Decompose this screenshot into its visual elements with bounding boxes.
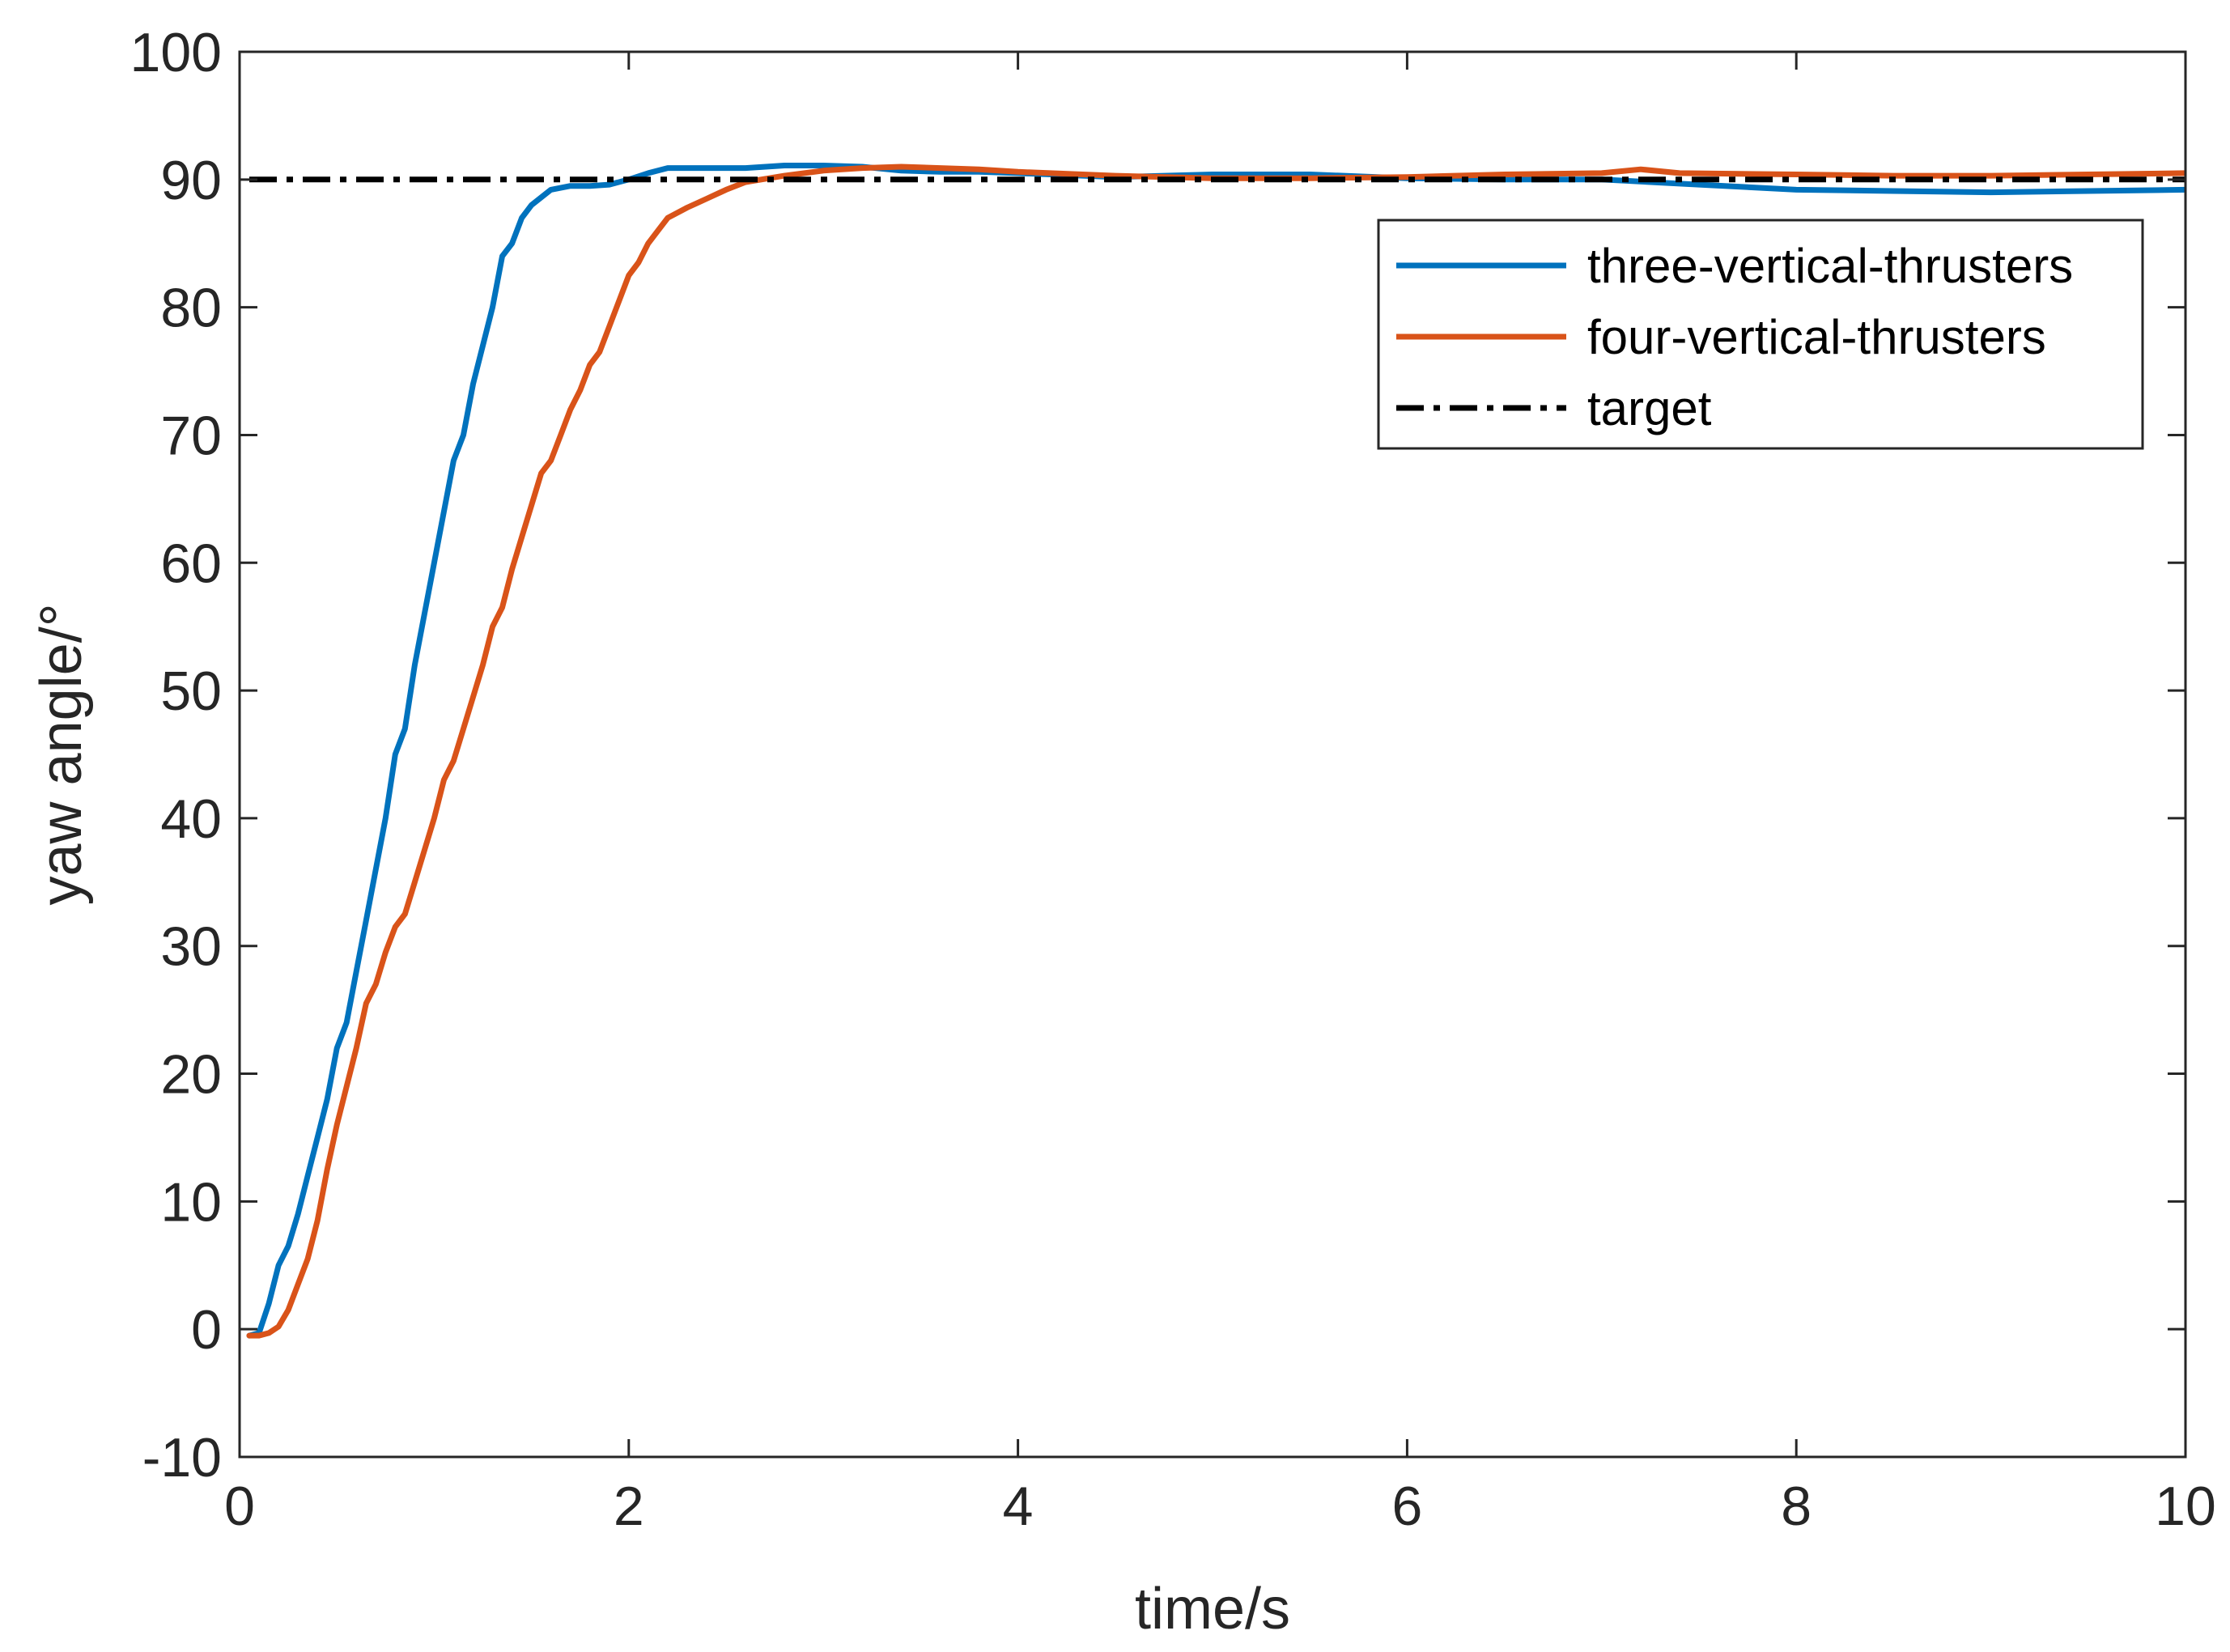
x-tick-label: 6 [1391,1476,1422,1537]
legend-label-target: target [1587,381,1712,435]
legend: three-vertical-thrusters four-vertical-th… [1377,219,2144,450]
x-axis-label: time/s [1135,1577,1290,1641]
x-tick-label: 8 [1781,1476,1812,1537]
y-tick-label: 90 [160,150,222,211]
y-tick-label: 40 [160,788,222,850]
x-tick-label: 2 [614,1476,644,1537]
series-line-three-vertical-thrusters [246,163,2185,1339]
y-tick-label: 50 [160,660,222,722]
axes-box [238,50,2187,1459]
y-tick-label: 0 [191,1299,222,1361]
y-tick-label: 20 [160,1044,222,1106]
legend-label-three-vertical-thrusters: three-vertical-thrusters [1587,239,2073,293]
y-axis-label: yaw angle/° [29,603,94,905]
y-tick-label: 70 [160,405,222,466]
y-tick-label: 30 [160,916,222,978]
legend-label-four-vertical-thrusters: four-vertical-thrusters [1587,310,2046,364]
y-tick-label: 100 [130,22,222,83]
x-tick-label: 4 [1003,1476,1034,1537]
y-tick-label: 60 [160,533,222,594]
y-tick-label: -10 [142,1427,222,1488]
series-layer [246,163,2185,1339]
y-tick-label: 80 [160,278,222,339]
y-tick-label: 10 [160,1171,222,1233]
x-tick-label: 0 [224,1476,255,1537]
x-tick-label: 10 [2155,1476,2216,1537]
